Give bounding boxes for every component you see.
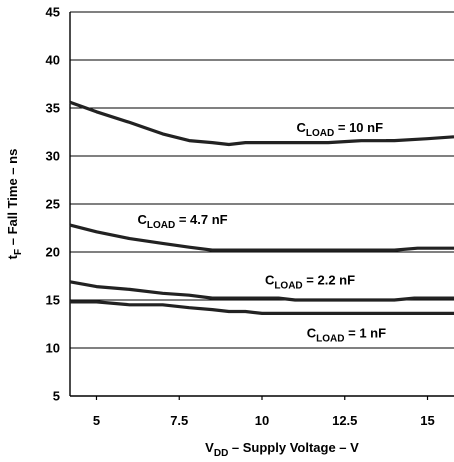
series-label-rest: = 2.2 nF	[303, 273, 355, 288]
x-axis-label-sub: DD	[214, 448, 228, 459]
x-tick-label: 5	[93, 413, 100, 428]
series-label-backdrop	[303, 325, 390, 345]
y-axis-label: tF – Fall Time – ns	[5, 149, 24, 260]
y-tick-label: 30	[46, 149, 60, 164]
x-axis-label-main: V	[205, 440, 214, 455]
series-label: CLOAD = 1 nF	[307, 326, 386, 345]
series-label-backdrop	[134, 212, 231, 232]
series-label-main: C	[137, 212, 147, 227]
y-tick-label: 35	[46, 101, 60, 116]
series-line	[70, 300, 454, 315]
series-line	[69, 100, 454, 147]
series-label-main: C	[265, 273, 275, 288]
y-tick-label: 20	[46, 245, 60, 260]
series-label-sub: LOAD	[316, 334, 344, 345]
series-label-rest: = 1 nF	[345, 326, 387, 341]
series-label-rest: = 10 nF	[334, 120, 383, 135]
x-tick-label: 7.5	[170, 413, 188, 428]
y-tick-label: 40	[46, 53, 60, 68]
y-axis-label-main: t	[5, 254, 20, 259]
series-layer	[69, 100, 454, 315]
x-axis-label-rest: – Supply Voltage – V	[228, 440, 359, 455]
axis-layer: 5 10 15 20 25 30 35 40 45 5 7.5 10 12.5 15 VDD – Suppl…	[5, 5, 435, 460]
y-tick-label: 10	[46, 341, 60, 356]
y-axis-label-sub: F	[13, 249, 24, 255]
y-tick-label: 25	[46, 197, 60, 212]
series-label-sub: LOAD	[306, 128, 334, 139]
series-line	[69, 280, 454, 302]
y-axis-label-rest: – Fall Time – ns	[5, 149, 20, 249]
x-tick-label: 12.5	[332, 413, 357, 428]
x-tick-label: 10	[255, 413, 269, 428]
series-label-backdrop	[261, 272, 359, 292]
series-label-main: C	[297, 120, 307, 135]
series-label-main: C	[307, 326, 317, 341]
series-label: CLOAD = 10 nF	[297, 120, 384, 139]
x-tick-label: 15	[420, 413, 434, 428]
series-label-sub: LOAD	[147, 220, 175, 231]
series-label: CLOAD = 2.2 nF	[265, 273, 355, 292]
series-line	[69, 223, 454, 252]
series-label-backdrop	[293, 120, 387, 140]
y-tick-label: 15	[46, 293, 60, 308]
series-label: CLOAD = 4.7 nF	[137, 212, 227, 231]
series-label-sub: LOAD	[274, 281, 302, 292]
grid-layer	[70, 11, 454, 397]
series-label-rest: = 4.7 nF	[175, 212, 227, 227]
y-tick-label: 5	[53, 389, 60, 404]
y-tick-label: 45	[46, 5, 60, 20]
x-axis-label: VDD – Supply Voltage – V	[205, 440, 359, 459]
